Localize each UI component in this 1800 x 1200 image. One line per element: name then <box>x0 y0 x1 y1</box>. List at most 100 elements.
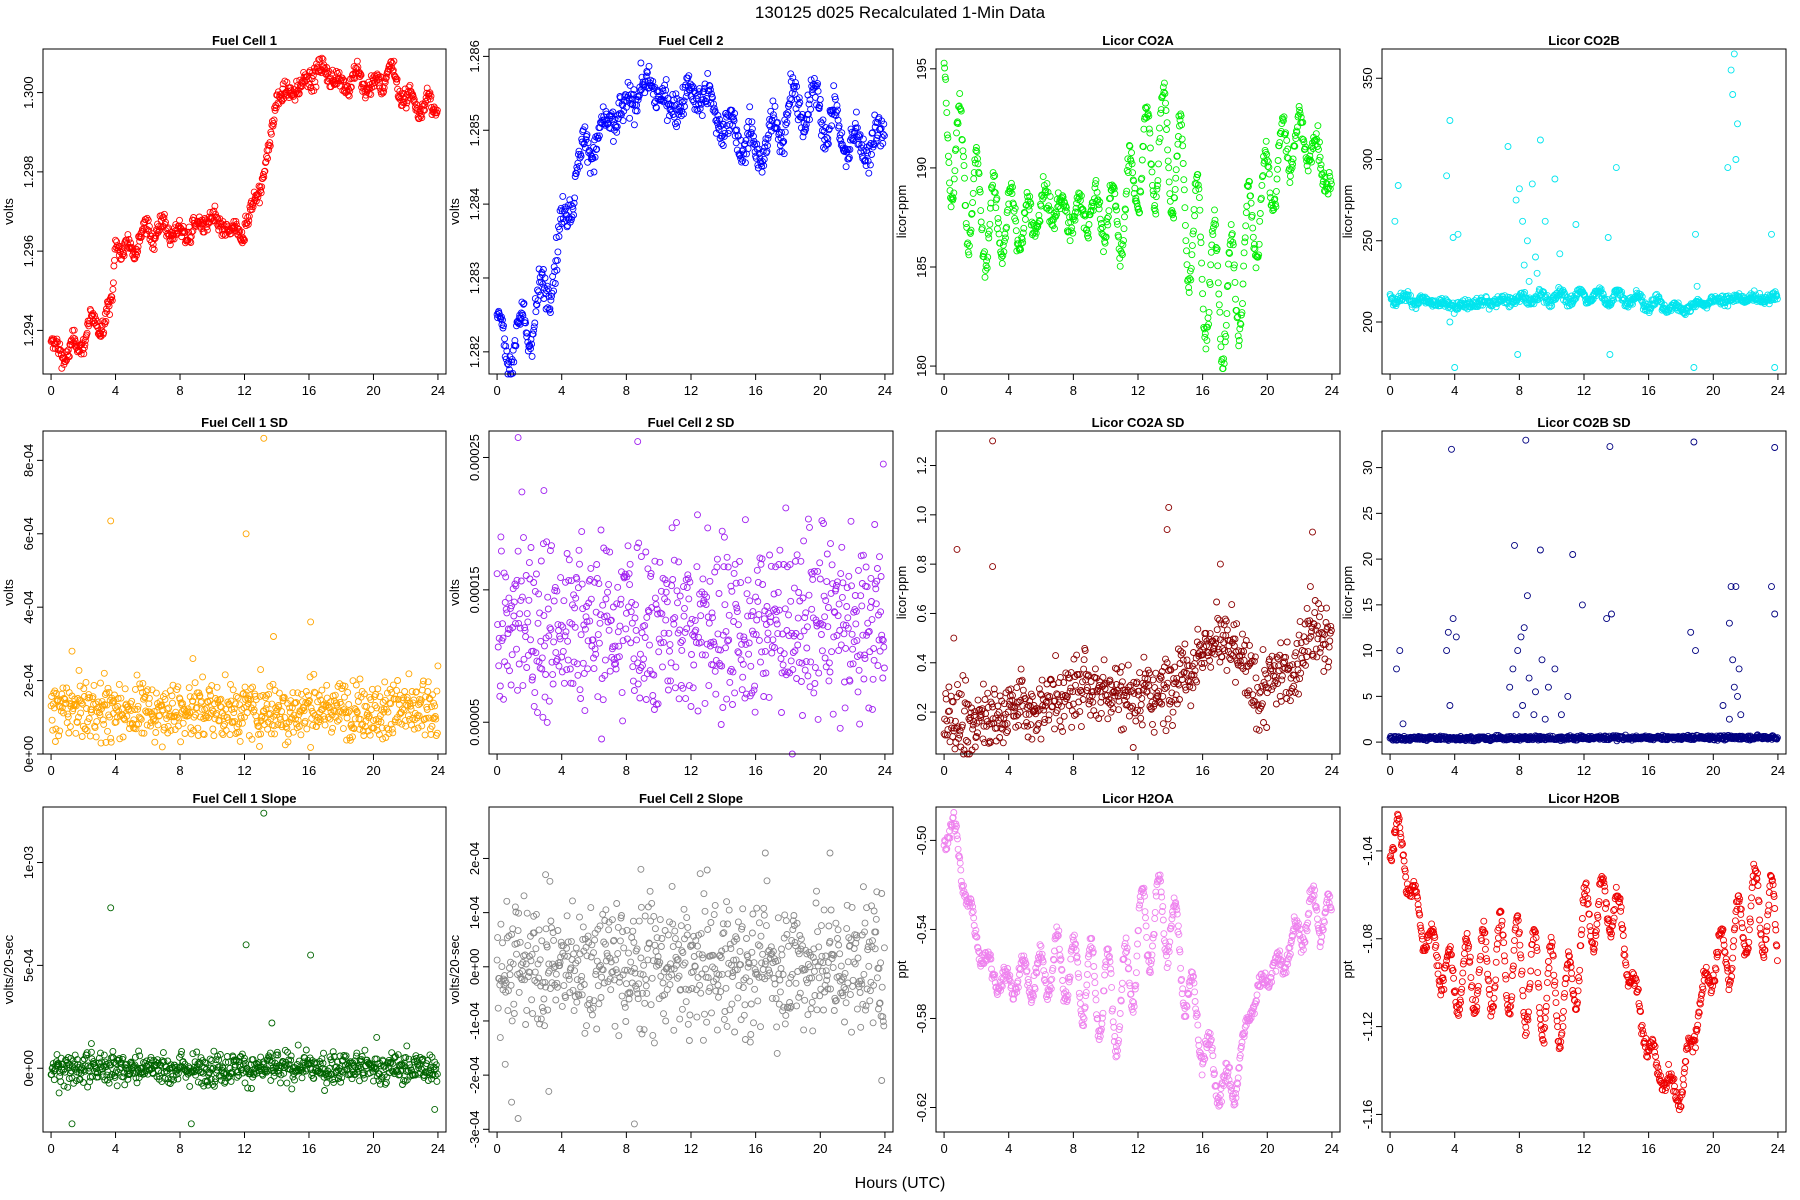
data-point <box>149 244 157 252</box>
y-tick-label: 8e-04 <box>21 444 36 477</box>
data-point <box>666 647 673 655</box>
y-tick-label: 1.282 <box>467 336 482 369</box>
data-point <box>92 733 100 741</box>
data-point <box>1019 239 1027 247</box>
data-point <box>573 166 581 174</box>
data-point <box>1296 110 1304 117</box>
data-point <box>814 715 822 723</box>
data-point <box>1119 241 1127 249</box>
data-point <box>1113 217 1121 225</box>
data-point <box>1148 161 1155 169</box>
data-point <box>732 600 740 608</box>
x-tick-label: 16 <box>748 763 762 778</box>
data-point <box>746 597 754 605</box>
data-point <box>240 237 248 245</box>
data-point <box>655 635 663 643</box>
data-point <box>426 95 434 103</box>
data-point <box>678 98 686 106</box>
data-point <box>158 743 166 751</box>
chart-panel: Fuel Cell 1 SD0 4 8 12 16 20 240e+002e-044e-04… <box>1 415 447 778</box>
data-point <box>681 604 688 612</box>
data-point <box>381 678 389 686</box>
data-point <box>295 90 303 98</box>
data-point <box>1250 244 1258 252</box>
data-point <box>1005 200 1013 208</box>
data-point <box>75 666 83 674</box>
panel-title: Licor CO2B <box>1548 33 1620 48</box>
data-point <box>1264 162 1272 170</box>
data-point <box>433 106 441 114</box>
data-point <box>1159 720 1167 728</box>
data-point <box>595 639 603 647</box>
data-point <box>563 550 571 557</box>
data-point <box>493 570 501 578</box>
data-point <box>960 153 967 161</box>
data-point <box>758 168 766 176</box>
data-point <box>496 682 504 690</box>
data-point <box>952 145 960 153</box>
data-point <box>1041 189 1049 197</box>
data-point <box>706 577 714 585</box>
data-point <box>1010 207 1018 215</box>
data-point <box>967 226 975 234</box>
data-point <box>1165 178 1173 186</box>
data-point <box>1235 342 1243 350</box>
data-point <box>667 659 675 667</box>
data-point <box>1086 211 1094 219</box>
data-point <box>1096 215 1104 223</box>
data-point <box>584 139 592 147</box>
data-point <box>852 620 860 628</box>
data-point <box>866 604 874 612</box>
data-point <box>1259 172 1267 180</box>
data-point <box>272 102 280 109</box>
data-point <box>259 171 267 178</box>
data-point <box>1515 185 1523 193</box>
data-point <box>869 705 876 713</box>
data-point <box>999 252 1007 260</box>
data-point <box>1018 235 1026 243</box>
data-point <box>640 655 648 663</box>
data-point <box>303 725 311 733</box>
data-point <box>986 204 994 212</box>
data-point <box>531 689 539 697</box>
y-tick-label: 200 <box>1360 311 1375 333</box>
data-point <box>1120 725 1127 733</box>
data-point <box>1045 202 1053 210</box>
data-point <box>984 230 992 238</box>
data-point <box>169 699 176 707</box>
data-point <box>1091 180 1099 188</box>
data-point <box>244 220 252 228</box>
data-point <box>649 692 657 699</box>
data-point <box>513 322 520 330</box>
data-point <box>1061 207 1069 214</box>
data-point <box>1039 195 1047 203</box>
data-point <box>155 223 162 231</box>
data-point <box>671 684 679 692</box>
x-tick-label: 4 <box>112 763 119 778</box>
data-point <box>780 150 788 158</box>
data-point <box>1202 345 1210 353</box>
data-point <box>626 581 634 589</box>
data-point <box>594 631 602 639</box>
data-point <box>512 342 520 350</box>
data-point <box>1274 157 1282 164</box>
data-point <box>134 248 142 256</box>
data-point <box>675 695 683 703</box>
data-point <box>834 106 841 114</box>
data-point <box>1130 190 1138 197</box>
chart-panel: Fuel Cell 2 SD0 4 8 12 16 20 240.000050.000150… <box>447 415 894 778</box>
data-point <box>1514 351 1522 358</box>
data-point <box>510 358 518 366</box>
data-point <box>614 111 622 119</box>
data-point <box>880 664 888 672</box>
data-point <box>566 196 574 204</box>
data-point <box>838 129 846 137</box>
data-point <box>1137 714 1145 722</box>
data-point <box>1068 723 1076 731</box>
data-point <box>255 182 263 190</box>
data-point <box>824 135 832 143</box>
data-point <box>842 163 850 171</box>
data-point <box>833 102 841 110</box>
data-point <box>876 125 884 133</box>
data-point <box>543 282 551 290</box>
